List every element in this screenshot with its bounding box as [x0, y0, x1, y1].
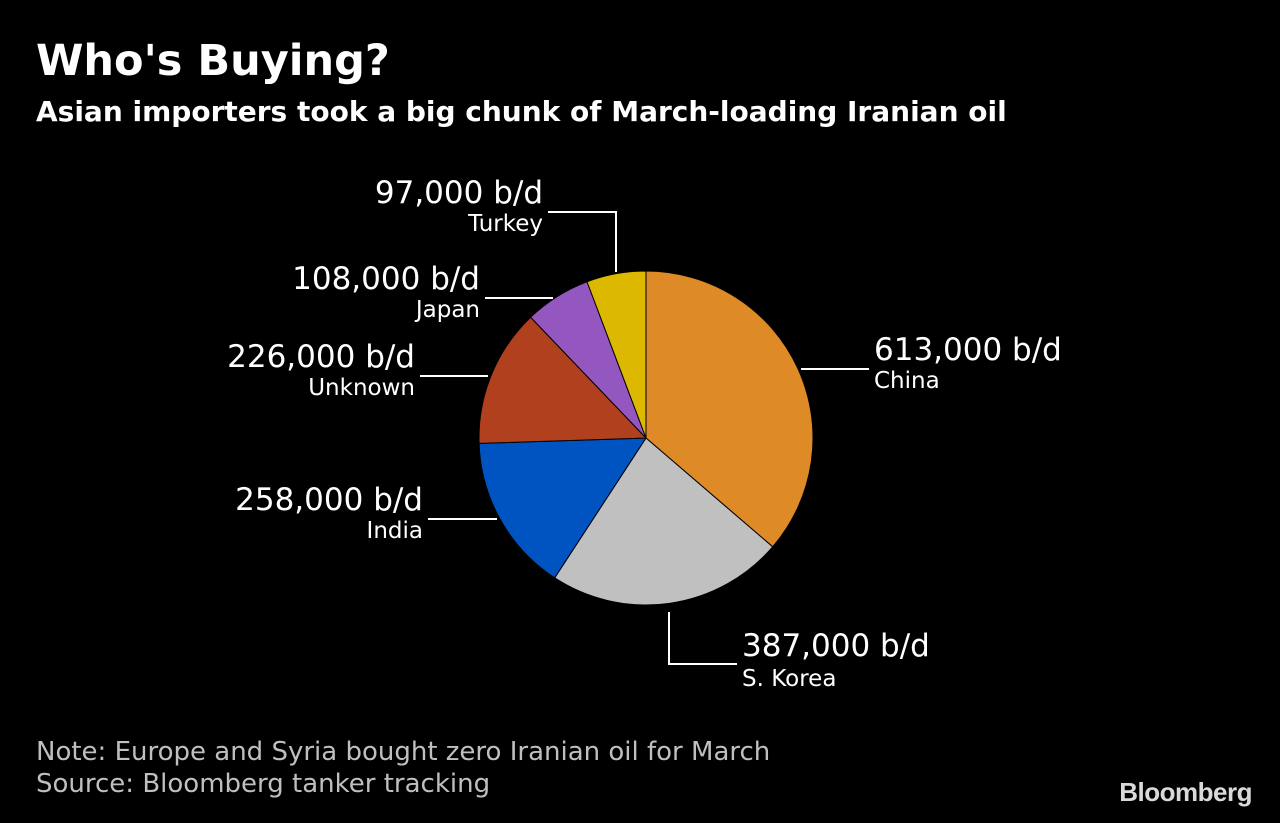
chart-subtitle: Asian importers took a big chunk of Marc…	[36, 95, 1007, 128]
slice-value-label-india: 258,000 b/d	[235, 482, 423, 518]
slice-name-label-unknown: Unknown	[308, 375, 415, 401]
pie-slice-turkey	[586, 270, 647, 439]
chart-title: Who's Buying?	[36, 36, 390, 86]
slice-value-label-s-korea: 387,000 b/d	[742, 628, 930, 664]
slice-value-label-japan: 108,000 b/d	[292, 261, 480, 297]
slice-value-label-china: 613,000 b/d	[874, 332, 1062, 368]
pie-slice-china	[645, 270, 814, 548]
slice-name-label-japan: Japan	[414, 297, 480, 323]
slice-name-label-china: China	[874, 368, 940, 394]
leader-lines	[420, 211, 869, 665]
slice-value-label-turkey: 97,000 b/d	[375, 175, 543, 211]
pie-slices	[478, 270, 814, 606]
bloomberg-logo: Bloomberg	[1119, 777, 1252, 807]
chart-note: Note: Europe and Syria bought zero Irani…	[36, 737, 771, 767]
slice-name-label-turkey: Turkey	[467, 211, 543, 237]
pie-slice-india	[478, 437, 647, 579]
leader-line-turkey	[548, 211, 617, 272]
pie-slice-unknown	[478, 316, 647, 444]
slice-value-label-unknown: 226,000 b/d	[227, 339, 415, 375]
slice-name-label-s-korea: S. Korea	[742, 666, 836, 692]
pie-slice-s-korea	[554, 437, 774, 606]
chart-source: Source: Bloomberg tanker tracking	[36, 769, 491, 799]
leader-line-s-korea	[668, 612, 737, 665]
slice-name-label-india: India	[367, 518, 423, 544]
